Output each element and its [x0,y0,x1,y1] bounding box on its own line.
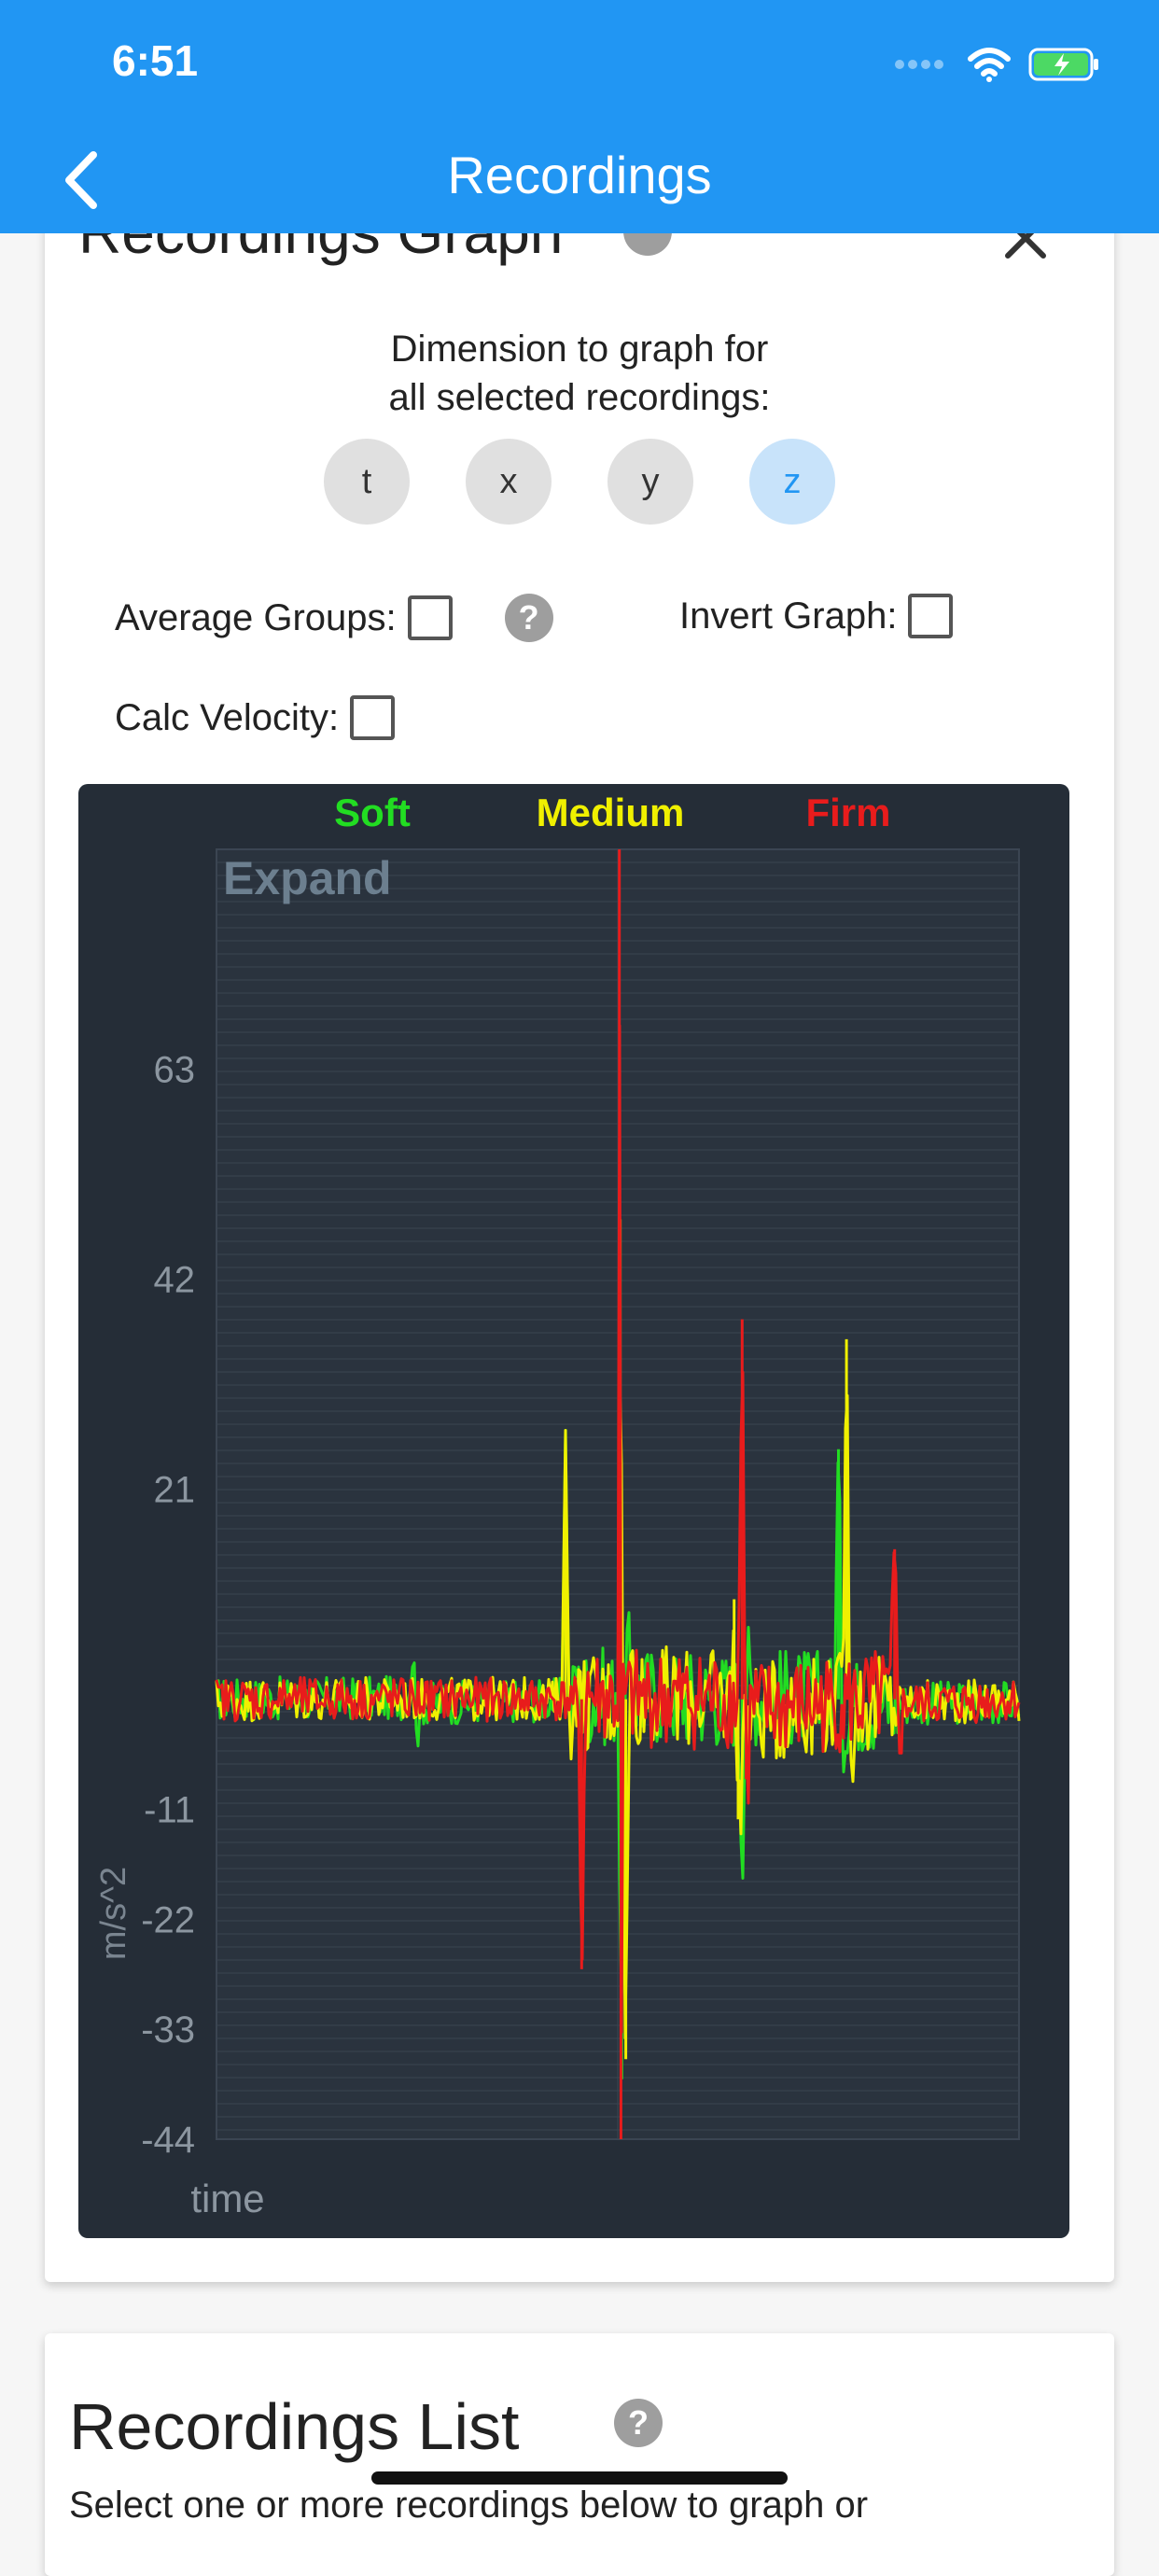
average-groups-checkbox[interactable] [407,595,453,640]
recordings-chart[interactable]: Soft Medium Firm Expand 63 42 21 -11 -22 -33 -44 m/… [78,784,1069,2238]
cellular-signal-icon [895,60,943,69]
invert-graph-checkbox[interactable] [908,594,954,638]
legend-medium: Medium [537,791,685,834]
dimension-button-y[interactable]: y [607,439,693,525]
wifi-icon [968,48,1011,82]
legend-soft: Soft [334,791,411,834]
dimension-button-x[interactable]: x [466,439,552,525]
recordings-graph-card: Recordings Graph Dimension to graph for … [45,187,1114,2282]
y-tick-label: 63 [154,1050,196,1091]
chart-svg: Soft Medium Firm Expand 63 42 21 -11 -22 -33 -44 m/… [94,791,1021,2220]
x-axis-label: time [190,2177,264,2220]
calc-velocity-row: Calc Velocity: [115,695,396,740]
invert-graph-row: Invert Graph: [679,594,954,638]
back-button[interactable] [56,147,112,213]
page-title: Recordings [447,146,712,204]
y-axis-label: m/s^2 [94,1867,133,1960]
calc-velocity-label: Calc Velocity: [115,696,340,738]
dimension-button-t[interactable]: t [324,439,410,525]
dimension-prompt: Dimension to graph for all selected reco… [388,329,771,418]
series-line-firm [215,849,1021,2139]
invert-graph-label: Invert Graph: [679,595,898,637]
list-subtitle: Select one or more recordings below to g… [69,2485,869,2526]
average-groups-help-icon[interactable]: ? [504,594,553,642]
list-title: Recordings List [69,2390,520,2463]
y-tick-label: 21 [154,1470,196,1511]
average-groups-label: Average Groups: [115,596,397,638]
calc-velocity-checkbox[interactable] [350,695,396,740]
status-time: 6:51 [112,36,199,85]
y-tick-label: -22 [141,1899,195,1940]
legend-firm: Firm [805,791,890,834]
y-tick-label: -11 [144,1789,195,1830]
expand-button: Expand [223,852,392,904]
recordings-list-card: Recordings List ? Select one or more rec… [45,2333,1114,2576]
y-tick-label: -44 [141,2120,195,2161]
home-indicator [371,2471,788,2485]
y-tick-label: 42 [154,1260,196,1301]
average-groups-row: Average Groups: ? [115,594,553,642]
battery-charging-icon [1028,48,1098,81]
navigation-bar: 6:51 Recordings [0,0,1159,233]
status-icons [894,41,1101,88]
dimension-button-z[interactable]: z [749,439,835,525]
list-help-icon[interactable]: ? [614,2399,663,2447]
y-tick-label: -33 [141,2009,195,2051]
